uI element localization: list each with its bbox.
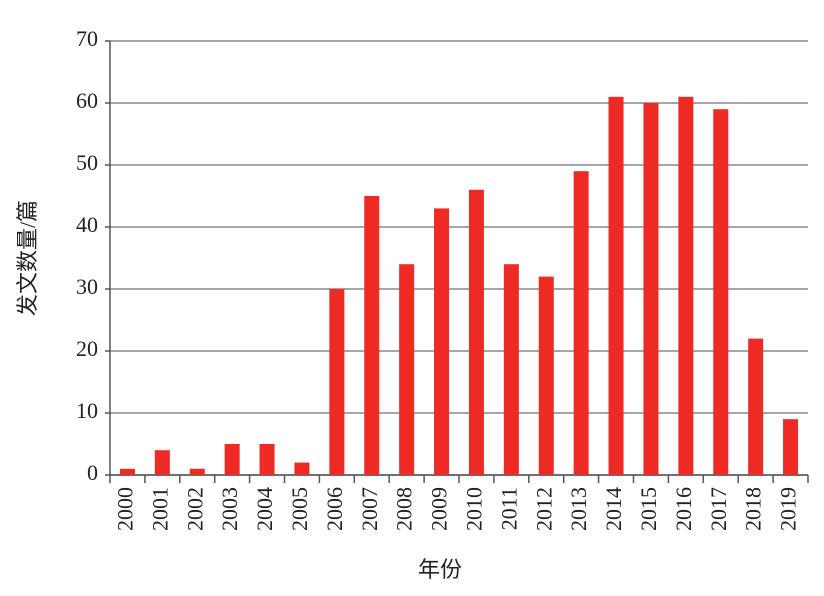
x-tick-label: 2016 — [671, 487, 696, 531]
x-tick-label: 2019 — [776, 487, 801, 531]
y-tick-label: 60 — [76, 88, 98, 113]
bar — [154, 450, 170, 475]
y-tick-label: 20 — [76, 336, 98, 361]
x-tick-label: 2015 — [636, 487, 661, 531]
x-tick-label: 2008 — [392, 487, 417, 531]
x-tick-label: 2007 — [357, 487, 382, 531]
x-tick-label: 2014 — [601, 487, 626, 531]
x-tick-label: 2017 — [706, 487, 731, 531]
bar — [468, 189, 484, 476]
y-axis-label: 发文数量/篇 — [15, 200, 40, 316]
bar — [224, 444, 240, 475]
bar — [643, 103, 659, 475]
x-tick-label: 2018 — [741, 487, 766, 531]
x-tick-label: 2010 — [461, 487, 486, 531]
x-tick-label: 2002 — [182, 487, 207, 531]
x-tick-label: 2000 — [112, 487, 137, 531]
y-tick-label: 50 — [76, 150, 98, 175]
bar — [189, 468, 205, 475]
x-tick-label: 2001 — [147, 487, 172, 531]
bar — [399, 264, 415, 475]
bar — [783, 419, 799, 475]
y-tick-label: 0 — [87, 460, 98, 485]
bar — [434, 208, 450, 475]
bar — [119, 468, 135, 475]
x-tick-label: 2003 — [217, 487, 242, 531]
y-tick-label: 10 — [76, 398, 98, 423]
x-tick-label: 2005 — [287, 487, 312, 531]
bar — [364, 196, 380, 475]
bar — [713, 109, 729, 475]
bar — [608, 96, 624, 476]
bar — [538, 276, 554, 475]
x-tick-label: 2011 — [496, 487, 521, 530]
x-tick-label: 2012 — [531, 487, 556, 531]
x-tick-label: 2013 — [566, 487, 591, 531]
x-tick-label: 2009 — [427, 487, 452, 531]
y-tick-label: 30 — [76, 274, 98, 299]
bar — [573, 171, 589, 475]
y-tick-label: 40 — [76, 212, 98, 237]
x-tick-label: 2006 — [322, 487, 347, 531]
bar — [503, 264, 519, 475]
x-axis-label: 年份 — [418, 557, 462, 582]
bar — [678, 96, 694, 476]
y-tick-label: 70 — [76, 26, 98, 51]
bar — [259, 444, 275, 475]
bar — [294, 462, 310, 475]
x-tick-label: 2004 — [252, 487, 277, 531]
bar — [748, 338, 764, 475]
bar — [329, 289, 345, 475]
